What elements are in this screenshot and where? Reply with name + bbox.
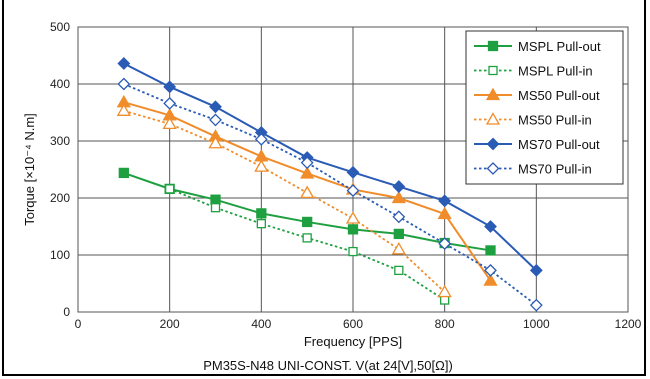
legend-label: MSPL Pull-in — [518, 64, 593, 79]
data-point — [165, 184, 175, 194]
legend-marker — [485, 112, 501, 125]
data-point — [256, 218, 266, 229]
y-axis-label: Torque [×10⁻⁴ N.m] — [22, 113, 37, 226]
data-point — [440, 295, 450, 305]
data-point — [438, 237, 452, 251]
series-line-3 — [123, 109, 446, 293]
data-point — [485, 245, 496, 256]
data-point — [346, 165, 360, 179]
data-point — [210, 194, 221, 205]
legend-marker — [486, 137, 500, 151]
data-point — [116, 103, 131, 116]
x-tick-label: 800 — [435, 317, 455, 331]
data-point — [345, 211, 361, 224]
data-point — [210, 203, 221, 213]
data-point — [162, 116, 177, 130]
data-point — [300, 166, 315, 179]
data-point — [438, 194, 452, 208]
data-point — [302, 233, 312, 243]
legend-label: MS50 Pull-out — [518, 88, 600, 103]
legend-label: MS70 Pull-out — [518, 137, 600, 152]
legend-marker — [486, 162, 500, 175]
y-tick-label: 300 — [50, 134, 70, 148]
data-point — [118, 167, 129, 179]
series-line-4 — [123, 62, 538, 272]
data-point — [208, 135, 223, 149]
chart-caption: PM35S-N48 UNI-CONST. V(at 24[V],50[Ω]) — [203, 358, 453, 373]
data-point — [391, 190, 406, 204]
y-tick-label: 400 — [50, 77, 70, 91]
data-point — [256, 208, 267, 219]
y-tick-label: 200 — [50, 191, 70, 205]
legend-label: MSPL Pull-out — [518, 39, 601, 54]
x-tick-label: 600 — [343, 317, 363, 331]
data-point — [529, 263, 543, 277]
data-point — [347, 224, 359, 235]
y-tick-label: 500 — [50, 20, 70, 34]
legend-label: MS50 Pull-in — [518, 113, 592, 128]
y-tick-label: 0 — [63, 305, 70, 319]
tick-labels: 0 200 400 600 800 1000 1200 0 100 200 300 400 500 — [50, 20, 642, 331]
data-point — [348, 246, 358, 257]
data-point — [117, 57, 131, 70]
legend: MSPL Pull-out MSPL Pull-in MS50 Pull-out MS… — [465, 30, 624, 185]
data-point — [391, 241, 406, 255]
data-point — [163, 96, 177, 110]
legend-label: MS70 Pull-in — [518, 162, 592, 177]
x-tick-label: 400 — [251, 317, 271, 331]
x-tick-label: 1000 — [523, 317, 550, 331]
data-point — [300, 156, 314, 170]
legend-marker — [488, 65, 498, 76]
data-point — [437, 206, 452, 220]
data-point — [392, 210, 406, 224]
legend-box — [465, 30, 624, 185]
data-point — [484, 263, 497, 277]
series-markers — [116, 57, 543, 312]
data-point — [484, 220, 497, 233]
data-point — [483, 273, 498, 286]
data-point — [529, 298, 543, 312]
legend-marker — [485, 87, 501, 101]
data-point — [437, 284, 452, 298]
legend-marker — [487, 40, 499, 52]
data-point — [392, 180, 406, 194]
data-point — [254, 159, 269, 172]
data-point — [163, 80, 177, 94]
x-axis-label: Frequency [PPS] — [304, 334, 402, 349]
data-point — [117, 77, 131, 91]
data-point — [346, 184, 360, 198]
x-tick-label: 200 — [160, 317, 180, 331]
series-line-5 — [123, 83, 537, 306]
data-point — [393, 228, 404, 240]
data-point — [300, 185, 315, 199]
data-point — [394, 265, 404, 276]
data-point — [209, 113, 222, 127]
y-tick-label: 100 — [50, 248, 70, 262]
data-point — [302, 216, 313, 228]
data-point — [209, 100, 222, 114]
x-tick-label: 0 — [75, 317, 82, 331]
x-tick-label: 1200 — [615, 317, 642, 331]
data-point — [254, 132, 268, 146]
